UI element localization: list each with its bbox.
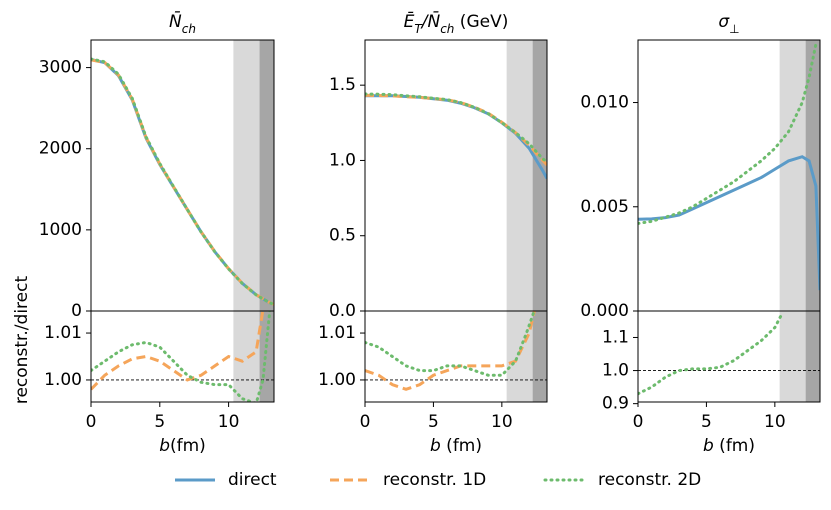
y-tick-label: 1.1 <box>602 327 629 347</box>
x-tick-label: 5 <box>701 412 712 432</box>
y-tick-label: 0.5 <box>329 226 356 246</box>
series-line <box>365 311 536 377</box>
label: σ⊥ <box>718 12 739 36</box>
x-tick-label: 0 <box>86 412 97 432</box>
y-tick-label: 0.005 <box>580 197 629 217</box>
series-line <box>91 57 274 306</box>
y-tick-label: 0.010 <box>580 93 629 113</box>
label-part: b <box>159 436 170 456</box>
y-tick-label: 1.5 <box>329 75 356 95</box>
series-line <box>638 155 820 291</box>
y-tick-label: 0 <box>71 301 82 321</box>
axes-frame <box>90 310 275 403</box>
series-line <box>365 92 547 164</box>
label: b (fm) <box>430 436 482 456</box>
y-axis-label: reconstr./direct <box>12 276 32 405</box>
label-part: b <box>430 436 441 456</box>
shaded-band <box>532 311 547 402</box>
y-tick-label: 3000 <box>39 58 82 78</box>
y-tick-label: 1.01 <box>44 323 82 343</box>
legend-label: reconstr. 1D <box>383 470 486 490</box>
label-part: (GeV) <box>454 12 508 32</box>
legend-label: direct <box>228 470 277 490</box>
series-line <box>91 311 265 391</box>
label-part: (fm) <box>714 436 755 456</box>
label-part: ⊥ <box>729 22 739 36</box>
label-part: T <box>414 22 423 36</box>
y-tick-label: 1.00 <box>318 370 356 390</box>
series-line <box>365 311 536 391</box>
shaded-band <box>779 311 806 402</box>
shaded-band <box>506 40 533 311</box>
x-tick-label: 10 <box>491 412 513 432</box>
y-tick-label: 1.00 <box>44 370 82 390</box>
x-tick-label: 0 <box>360 412 371 432</box>
series-line <box>365 93 547 166</box>
label-part: ch <box>440 22 454 36</box>
legend-label: reconstr. 2D <box>598 470 701 490</box>
shaded-band <box>805 311 820 402</box>
label: ĒT/N̄ch (GeV) <box>404 10 509 36</box>
shaded-band <box>532 40 547 311</box>
x-tick-label: 5 <box>154 412 165 432</box>
series-line <box>638 312 784 396</box>
y-tick-label: 0.9 <box>602 394 629 414</box>
axes-frame <box>637 310 821 403</box>
plot-area <box>91 311 274 402</box>
x-tick-label: 10 <box>764 412 786 432</box>
label-part: Ē <box>404 10 415 32</box>
plot-area <box>638 311 820 402</box>
x-tick-label: 5 <box>428 412 439 432</box>
y-tick-label: 2000 <box>39 139 82 159</box>
series-line <box>91 311 272 402</box>
label: b(fm) <box>159 436 206 456</box>
x-tick-label: 10 <box>218 412 240 432</box>
plot-area <box>365 311 547 402</box>
label-part: σ <box>718 12 730 32</box>
label-part: /N̄ <box>420 10 441 32</box>
plot-area <box>365 40 547 311</box>
label-part: (fm) <box>170 436 206 456</box>
shaded-band <box>259 40 274 311</box>
shaded-band <box>233 40 260 311</box>
label: b (fm) <box>703 436 755 456</box>
plot-area <box>91 40 274 311</box>
label-part: ch <box>182 22 196 36</box>
y-tick-label: 1000 <box>39 220 82 240</box>
shaded-band <box>259 311 274 402</box>
y-tick-label: 1.0 <box>329 150 356 170</box>
label-part: N̄ <box>169 10 182 32</box>
y-tick-label: 0.0 <box>329 301 356 321</box>
label-part: (fm) <box>441 436 482 456</box>
axes-frame <box>364 310 548 403</box>
label: N̄ch <box>169 10 196 36</box>
plot-area <box>638 40 820 311</box>
x-tick-label: 0 <box>633 412 644 432</box>
shaded-band <box>233 311 260 402</box>
y-tick-label: 1.01 <box>318 323 356 343</box>
y-tick-label: 1.0 <box>602 361 629 381</box>
label-part: b <box>703 436 714 456</box>
shaded-band <box>779 40 806 311</box>
y-tick-label: 0.000 <box>580 301 629 321</box>
